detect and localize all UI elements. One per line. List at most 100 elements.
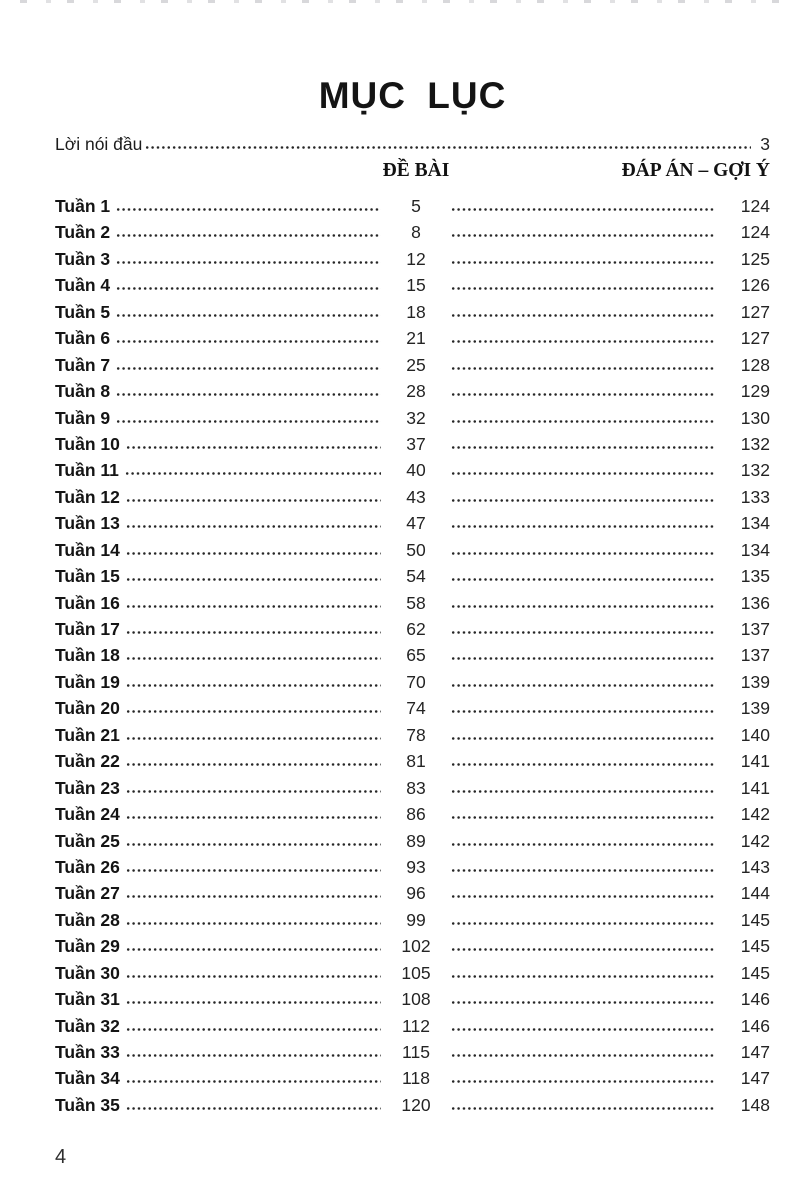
toc-row-exercise-page: 47 [406, 513, 426, 534]
toc-row-label: Tuần 5 [55, 301, 111, 322]
dot-leader [116, 259, 381, 265]
toc-row-label: Tuần 31 [55, 989, 120, 1010]
toc-row: Tuần 27 96 144 [55, 880, 770, 906]
toc-row: Tuần 11 40 132 [55, 457, 770, 483]
dot-leader [124, 471, 381, 477]
toc-row-label: Tuần 17 [55, 619, 120, 639]
dot-leader [451, 339, 715, 345]
toc-row-answer-page: 147 [740, 1068, 770, 1089]
toc-row: Tuần 7 25 128 [55, 352, 770, 378]
toc-row-answer-page: 126 [740, 275, 770, 296]
toc-row-exercise-page: 62 [406, 619, 426, 639]
dot-leader [451, 1053, 715, 1058]
toc-row-exercise-page: 86 [406, 804, 426, 825]
toc-row-label: Tuần 15 [55, 566, 120, 587]
dot-leader [451, 867, 715, 873]
toc-row-answer-page: 141 [740, 751, 770, 772]
toc-row: Tuần 10 37 132 [55, 431, 770, 457]
dot-leader [116, 339, 381, 345]
toc-row-answer-page: 148 [740, 1094, 770, 1115]
toc-row-exercise-page: 43 [406, 486, 426, 507]
toc-row: Tuần 12 43 133 [55, 484, 770, 510]
toc-row-exercise-page: 115 [402, 1042, 430, 1062]
toc-row: Tuần 23 83 141 [55, 775, 770, 801]
dot-leader [451, 682, 715, 688]
toc-row-label: Tuần 18 [55, 645, 120, 666]
toc-row-exercise-page: 37 [406, 433, 426, 454]
scan-edge-artifact [20, 0, 791, 3]
toc-row-exercise-page: 81 [406, 751, 426, 772]
toc-row-exercise-page: 118 [402, 1068, 430, 1089]
column-header-answers: ĐÁP ÁN – GỢI Ý [621, 160, 770, 181]
dot-leader [116, 233, 381, 239]
toc-row-exercise-page: 54 [406, 566, 426, 587]
dot-leader [125, 867, 381, 873]
dot-leader [116, 418, 381, 424]
toc-row-exercise-page: 8 [411, 222, 421, 243]
toc-row-exercise-page: 15 [406, 275, 426, 296]
toc-row-label: Tuần 28 [55, 909, 120, 930]
toc-row-answer-page: 137 [740, 619, 770, 639]
toc-row-label: Tuần 4 [55, 275, 111, 296]
column-headers: ĐỀ BÀI ĐÁP ÁN – GỢI Ý [55, 160, 770, 188]
toc-row: Tuần 9 32 130 [55, 405, 770, 431]
toc-row: Tuần 21 78 140 [55, 722, 770, 748]
toc-row-answer-page: 141 [740, 777, 770, 798]
dot-leader [451, 497, 715, 503]
toc-row-answer-page: 140 [740, 724, 770, 745]
toc-row: Tuần 4 15 126 [55, 272, 770, 298]
toc-row-exercise-page: 78 [406, 724, 426, 745]
dot-leader [451, 524, 715, 530]
toc-row: Tuần 24 86 142 [55, 801, 770, 827]
page-title: MỤC LỤC [318, 75, 507, 116]
toc-row: Tuần 22 81 141 [55, 748, 770, 774]
dot-leader [451, 920, 715, 926]
toc-row: Tuần 35 120 148 [55, 1092, 770, 1118]
dot-leader [451, 286, 715, 292]
dot-leader [125, 550, 381, 556]
dot-leader [116, 312, 381, 318]
toc-row-exercise-page: 96 [406, 883, 426, 904]
toc-row-label: Tuần 29 [55, 936, 120, 957]
toc-row-answer-page: 132 [740, 433, 770, 454]
dot-leader [125, 630, 381, 635]
toc-row-label: Tuần 34 [55, 1068, 120, 1089]
toc-row-answer-page: 134 [740, 513, 770, 534]
dot-leader [125, 682, 381, 688]
toc-row-label: Tuần 22 [55, 751, 120, 772]
toc-row-answer-page: 139 [740, 698, 770, 719]
toc-row-label: Tuần 21 [55, 724, 120, 745]
toc-row-exercise-page: 108 [401, 989, 431, 1010]
dot-leader [451, 973, 715, 979]
toc-row: Tuần 15 54 135 [55, 563, 770, 589]
toc-row-answer-page: 145 [740, 936, 770, 957]
toc-row: Tuần 2 8 124 [55, 219, 770, 245]
toc-row: Tuần 1 5 124 [55, 193, 770, 219]
dot-leader [145, 145, 751, 150]
dot-leader [125, 603, 381, 609]
dot-leader [451, 841, 715, 847]
preface-page-number: 3 [760, 134, 770, 154]
toc-row-label: Tuần 32 [55, 1015, 120, 1036]
dot-leader [116, 392, 381, 398]
toc-row-label: Tuần 23 [55, 777, 120, 798]
toc-row-answer-page: 137 [740, 645, 770, 666]
toc-row-label: Tuần 26 [55, 856, 120, 877]
toc-row-answer-page: 139 [740, 671, 770, 692]
toc-row: Tuần 3 12 125 [55, 246, 770, 272]
toc-row-answer-page: 143 [740, 856, 770, 877]
toc-row-answer-page: 127 [740, 301, 770, 322]
toc-row-label: Tuần 6 [55, 328, 111, 349]
dot-leader [451, 709, 715, 715]
dot-leader [125, 1053, 381, 1058]
toc-row-exercise-page: 120 [401, 1094, 431, 1115]
toc-row-answer-page: 132 [740, 460, 770, 481]
dot-leader [451, 392, 715, 398]
toc-row: Tuần 16 58 136 [55, 590, 770, 616]
toc-row-exercise-page: 74 [406, 698, 426, 719]
toc-row-exercise-page: 89 [406, 830, 426, 851]
dot-leader [451, 550, 715, 556]
dot-leader [125, 577, 381, 583]
toc-row-exercise-page: 105 [401, 962, 431, 983]
